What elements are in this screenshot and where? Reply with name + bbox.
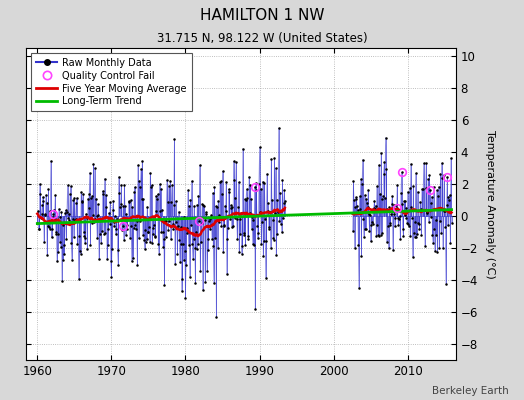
Text: 31.715 N, 98.122 W (United States): 31.715 N, 98.122 W (United States)	[157, 32, 367, 45]
Legend: Raw Monthly Data, Quality Control Fail, Five Year Moving Average, Long-Term Tren: Raw Monthly Data, Quality Control Fail, …	[31, 53, 192, 111]
Text: Berkeley Earth: Berkeley Earth	[432, 386, 508, 396]
Y-axis label: Temperature Anomaly (°C): Temperature Anomaly (°C)	[485, 130, 495, 278]
Text: HAMILTON 1 NW: HAMILTON 1 NW	[200, 8, 324, 23]
